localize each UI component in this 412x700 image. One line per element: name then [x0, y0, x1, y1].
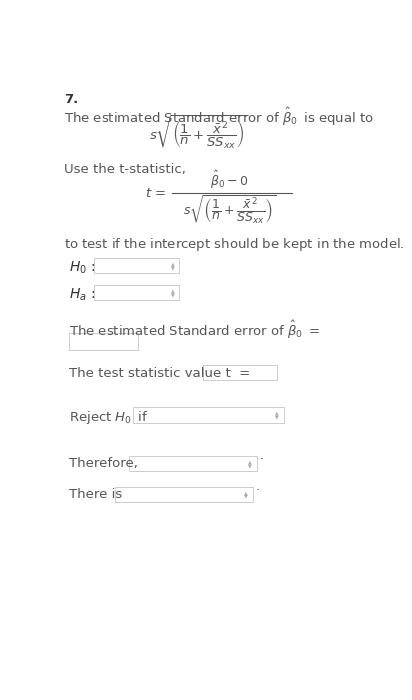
Text: 7.: 7. — [64, 93, 78, 106]
Text: ▲: ▲ — [275, 411, 279, 416]
Text: The estimated Standard error of $\hat{\beta}_0\,$ is equal to: The estimated Standard error of $\hat{\b… — [64, 106, 374, 127]
Text: $s\sqrt{\left(\dfrac{1}{n}+\dfrac{\bar{x}^{\,2}}{SS_{xx}}\right)}$: $s\sqrt{\left(\dfrac{1}{n}+\dfrac{\bar{x… — [183, 194, 276, 227]
Text: $s\sqrt{\left(\dfrac{1}{n}+\dfrac{\bar{x}^{\,2}}{SS_{xx}}\right)}$: $s\sqrt{\left(\dfrac{1}{n}+\dfrac{\bar{x… — [150, 113, 248, 150]
Text: There is: There is — [68, 489, 122, 501]
FancyBboxPatch shape — [68, 332, 138, 349]
Text: ▼: ▼ — [171, 265, 174, 270]
Text: The estimated Standard error of $\hat{\beta}_0\,$ =: The estimated Standard error of $\hat{\b… — [68, 318, 320, 341]
Text: $H_a\,:$: $H_a\,:$ — [68, 286, 95, 303]
Text: to test if the intercept should be kept in the model.  Use $\,\alpha$ = 0.05.: to test if the intercept should be kept … — [64, 237, 412, 253]
FancyBboxPatch shape — [129, 456, 257, 471]
Text: ▲: ▲ — [244, 490, 248, 495]
Text: ▲: ▲ — [171, 288, 174, 293]
FancyBboxPatch shape — [133, 407, 284, 423]
Text: .: . — [259, 449, 263, 463]
Text: $H_0\,:$: $H_0\,:$ — [68, 260, 96, 276]
Text: $t\,=$: $t\,=$ — [145, 187, 166, 199]
Text: The test statistic value t  =: The test statistic value t = — [68, 367, 250, 379]
Text: Use the t-statistic,: Use the t-statistic, — [64, 163, 186, 176]
Text: ▲: ▲ — [171, 261, 174, 266]
Text: ▼: ▼ — [275, 414, 279, 419]
Text: ▼: ▼ — [248, 463, 252, 468]
Text: ▼: ▼ — [171, 292, 174, 297]
Text: Therefore,: Therefore, — [68, 458, 138, 470]
FancyBboxPatch shape — [94, 258, 179, 274]
Text: ▼: ▼ — [244, 494, 248, 499]
Text: Reject $H_0\,$ if: Reject $H_0\,$ if — [68, 409, 148, 426]
FancyBboxPatch shape — [115, 486, 253, 502]
Text: $\hat{\beta}_0 - 0$: $\hat{\beta}_0 - 0$ — [211, 169, 249, 190]
Text: .: . — [255, 480, 260, 494]
FancyBboxPatch shape — [204, 365, 277, 381]
FancyBboxPatch shape — [94, 285, 179, 300]
Text: ▲: ▲ — [248, 459, 252, 464]
